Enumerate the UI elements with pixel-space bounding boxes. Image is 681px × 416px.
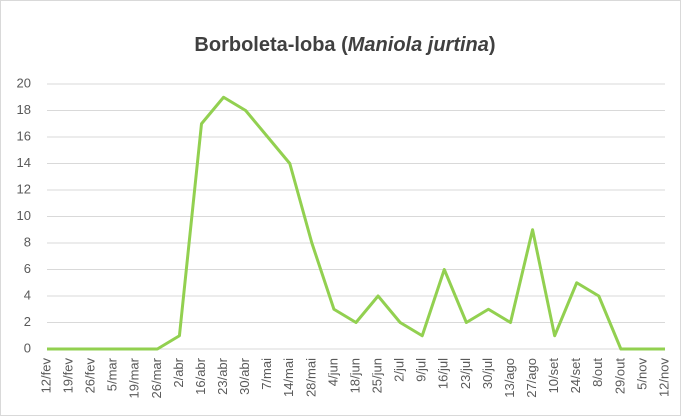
x-tick-label: 12/fev bbox=[38, 358, 53, 394]
x-tick-label: 2/abr bbox=[171, 357, 186, 387]
y-tick-label: 4 bbox=[24, 287, 31, 302]
x-tick-label: 9/jul bbox=[414, 358, 429, 382]
x-tick-label: 19/fev bbox=[61, 358, 76, 394]
x-tick-label: 14/mai bbox=[281, 358, 296, 397]
y-tick-label: 14 bbox=[17, 155, 31, 170]
x-tick-label: 26/fev bbox=[83, 358, 98, 394]
x-tick-label: 7/mai bbox=[259, 358, 274, 390]
y-tick-label: 6 bbox=[24, 261, 31, 276]
x-tick-label: 2/jul bbox=[392, 358, 407, 382]
x-tick-label: 19/mar bbox=[127, 357, 142, 398]
title-part: Maniola jurtina bbox=[348, 34, 489, 56]
x-tick-label: 27/ago bbox=[524, 358, 539, 398]
x-tick-label: 10/set bbox=[546, 358, 561, 394]
y-tick-label: 2 bbox=[24, 314, 31, 329]
x-tick-label: 5/nov bbox=[634, 358, 649, 390]
x-tick-label: 18/jun bbox=[347, 358, 362, 393]
x-tick-label: 26/mar bbox=[149, 357, 164, 398]
x-tick-label: 29/out bbox=[612, 358, 627, 395]
x-tick-label: 13/ago bbox=[502, 358, 517, 398]
y-tick-label: 16 bbox=[17, 128, 31, 143]
title-part: Borboleta-loba ( bbox=[194, 34, 348, 56]
chart-title: Borboleta-loba (Maniola jurtina) bbox=[194, 34, 495, 56]
y-tick-label: 18 bbox=[17, 102, 31, 117]
x-tick-label: 25/jun bbox=[370, 358, 385, 393]
x-tick-label: 23/abr bbox=[215, 357, 230, 395]
x-tick-label: 30/jul bbox=[480, 358, 495, 389]
y-tick-label: 20 bbox=[17, 75, 31, 90]
x-tick-label: 4/jun bbox=[325, 358, 340, 386]
title-part: ) bbox=[489, 34, 496, 56]
y-tick-label: 12 bbox=[17, 181, 31, 196]
y-tick-label: 8 bbox=[24, 234, 31, 249]
x-tick-label: 23/jul bbox=[458, 358, 473, 389]
x-tick-label: 16/jul bbox=[436, 358, 451, 389]
x-tick-label: 8/out bbox=[590, 358, 605, 387]
y-tick-label: 10 bbox=[17, 208, 31, 223]
x-tick-label: 12/nov bbox=[656, 358, 671, 398]
data-line bbox=[47, 95, 665, 351]
x-tick-label: 28/mai bbox=[303, 358, 318, 397]
x-tick-label: 5/mar bbox=[105, 357, 120, 391]
y-tick-label: 0 bbox=[24, 340, 31, 355]
x-tick-label: 16/abr bbox=[193, 357, 208, 395]
x-tick-label: 30/abr bbox=[237, 357, 252, 395]
x-tick-label: 24/set bbox=[568, 358, 583, 394]
